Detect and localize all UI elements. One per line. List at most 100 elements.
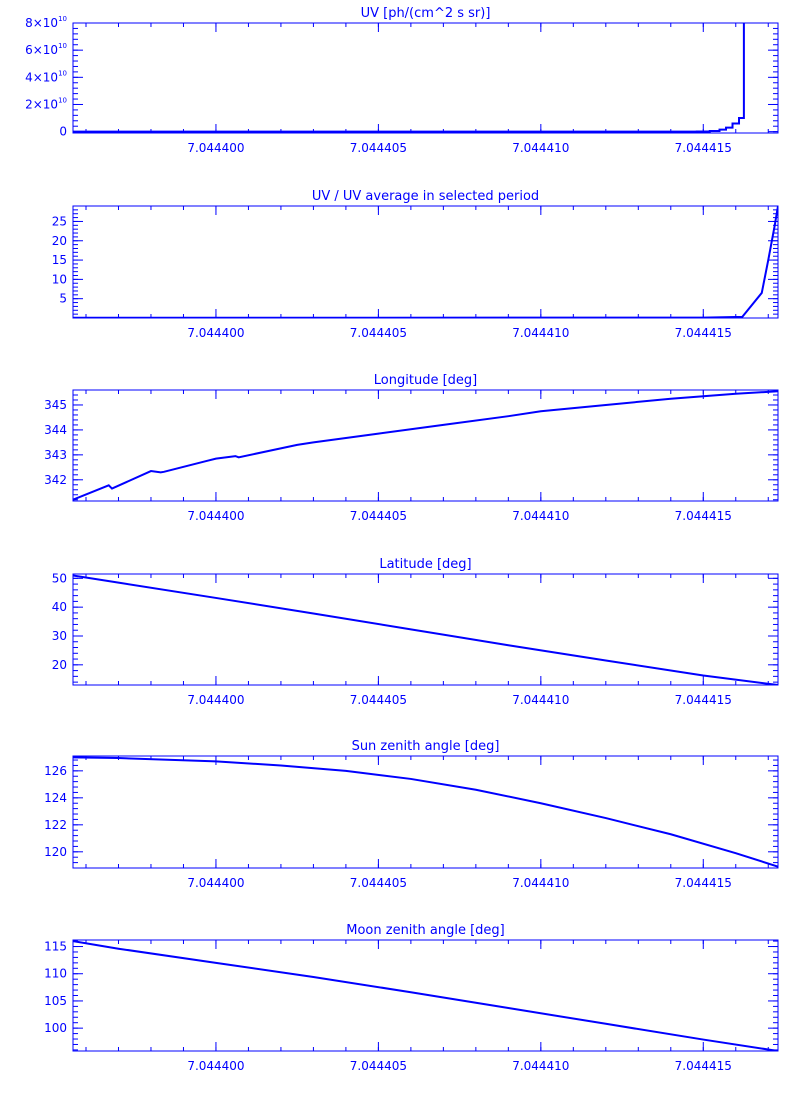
- y-tick-label: 120: [44, 845, 67, 859]
- y-tick-label: 100: [44, 1021, 67, 1035]
- x-tick-label: 7.044405: [350, 693, 407, 707]
- y-tick-label: 5: [59, 292, 67, 306]
- x-tick-label: 7.044415: [675, 141, 732, 155]
- x-tick-label: 7.044405: [350, 326, 407, 340]
- x-tick-label: 7.044415: [675, 326, 732, 340]
- y-tick-label: 0: [59, 125, 67, 139]
- y-tick-label: 105: [44, 994, 67, 1008]
- panel-6: Moon zenith angle [deg] 7.044400 7.044405 7…: [44, 923, 779, 1073]
- panel-5: Sun zenith angle [deg] 7.044400 7.044405 7.…: [44, 739, 779, 890]
- panel-title: UV / UV average in selected period: [312, 189, 539, 204]
- y-tick-label: 122: [44, 818, 67, 832]
- x-tick-label: 7.044415: [675, 509, 732, 523]
- y-tick-label: 25: [52, 214, 67, 228]
- series-line: [73, 390, 778, 501]
- y-tick-label: 124: [44, 791, 67, 805]
- plot-frame: [72, 22, 779, 134]
- x-tick-label: 7.044400: [187, 509, 244, 523]
- y-tick-mantissa: 105: [44, 994, 67, 1008]
- y-tick-exponent: 10: [58, 69, 67, 77]
- panel-2: UV / UV average in selected period 7.0444…: [52, 189, 779, 340]
- y-tick-label: 10: [52, 272, 67, 286]
- panel-title: Latitude [deg]: [379, 557, 471, 572]
- y-tick-label: 110: [44, 967, 67, 981]
- y-tick-mantissa: 50: [52, 571, 67, 585]
- x-tick-label: 7.044415: [675, 1059, 732, 1073]
- x-tick-label: 7.044405: [350, 509, 407, 523]
- panel-4: Latitude [deg] 7.044400 7.044405 7.044410 7.…: [52, 557, 779, 707]
- y-tick-mantissa: 110: [44, 967, 67, 981]
- x-tick-label: 7.044415: [675, 876, 732, 890]
- y-tick-mantissa: 124: [44, 791, 67, 805]
- y-tick-mantissa: 20: [52, 658, 67, 672]
- y-tick-mantissa: 40: [52, 600, 67, 614]
- x-tick-label: 7.044410: [512, 509, 569, 523]
- panel-title: Longitude [deg]: [374, 373, 477, 388]
- series-line: [73, 205, 778, 318]
- y-tick-label: 115: [44, 940, 67, 954]
- panel-title: Moon zenith angle [deg]: [346, 923, 504, 938]
- x-tick-label: 7.044405: [350, 141, 407, 155]
- y-tick-label: 8×1010: [25, 15, 67, 30]
- x-tick-label: 7.044400: [187, 326, 244, 340]
- panel-3: Longitude [deg] 7.044400 7.044405 7.044410 7…: [44, 373, 779, 523]
- y-tick-label: 342: [44, 473, 67, 487]
- y-tick-label: 345: [44, 398, 67, 412]
- y-tick-mantissa: 10: [52, 272, 67, 286]
- y-tick-label: 343: [44, 448, 67, 462]
- y-tick-exponent: 10: [58, 42, 67, 50]
- x-tick-label: 7.044405: [350, 1059, 407, 1073]
- y-tick-mantissa: 126: [44, 764, 67, 778]
- series-line: [73, 940, 778, 1051]
- y-tick-label: 2×1010: [25, 96, 67, 111]
- plot-frame: [72, 389, 779, 502]
- x-tick-label: 7.044415: [675, 693, 732, 707]
- plot-frame: [72, 755, 779, 869]
- y-tick-mantissa: 2×10: [25, 97, 58, 111]
- y-tick-label: 30: [52, 629, 67, 643]
- x-tick-label: 7.044410: [512, 693, 569, 707]
- y-tick-mantissa: 30: [52, 629, 67, 643]
- y-tick-mantissa: 100: [44, 1021, 67, 1035]
- x-tick-label: 7.044400: [187, 876, 244, 890]
- y-tick-exponent: 10: [58, 15, 67, 23]
- y-tick-mantissa: 344: [44, 423, 67, 437]
- y-tick-mantissa: 122: [44, 818, 67, 832]
- x-tick-label: 7.044400: [187, 1059, 244, 1073]
- y-tick-mantissa: 343: [44, 448, 67, 462]
- y-tick-mantissa: 120: [44, 845, 67, 859]
- y-tick-label: 20: [52, 234, 67, 248]
- x-tick-label: 7.044405: [350, 876, 407, 890]
- y-tick-mantissa: 6×10: [25, 43, 58, 57]
- x-tick-label: 7.044410: [512, 326, 569, 340]
- y-tick-label: 126: [44, 764, 67, 778]
- plot-frame: [72, 205, 779, 319]
- panel-1: UV [ph/(cm^2 s sr)] 7.044400 7.044405 7.044…: [25, 6, 779, 155]
- x-tick-label: 7.044410: [512, 141, 569, 155]
- panel-title: UV [ph/(cm^2 s sr)]: [361, 6, 491, 21]
- y-tick-mantissa: 8×10: [25, 16, 58, 30]
- y-tick-mantissa: 115: [44, 940, 67, 954]
- y-tick-label: 6×1010: [25, 42, 67, 57]
- y-tick-label: 40: [52, 600, 67, 614]
- series-line: [73, 574, 778, 685]
- x-tick-label: 7.044410: [512, 1059, 569, 1073]
- y-tick-mantissa: 20: [52, 234, 67, 248]
- y-tick-label: 50: [52, 571, 67, 585]
- series-line: [73, 756, 778, 868]
- x-tick-label: 7.044400: [187, 141, 244, 155]
- plot-frame: [72, 573, 779, 686]
- y-tick-mantissa: 4×10: [25, 70, 58, 84]
- panel-title: Sun zenith angle [deg]: [352, 739, 500, 754]
- x-tick-label: 7.044410: [512, 876, 569, 890]
- y-tick-mantissa: 345: [44, 398, 67, 412]
- y-tick-label: 4×1010: [25, 69, 67, 84]
- y-tick-mantissa: 15: [52, 253, 67, 267]
- y-tick-label: 20: [52, 658, 67, 672]
- series-line: [73, 23, 745, 133]
- y-tick-mantissa: 342: [44, 473, 67, 487]
- y-tick-mantissa: 5: [59, 292, 67, 306]
- y-tick-label: 15: [52, 253, 67, 267]
- y-tick-label: 344: [44, 423, 67, 437]
